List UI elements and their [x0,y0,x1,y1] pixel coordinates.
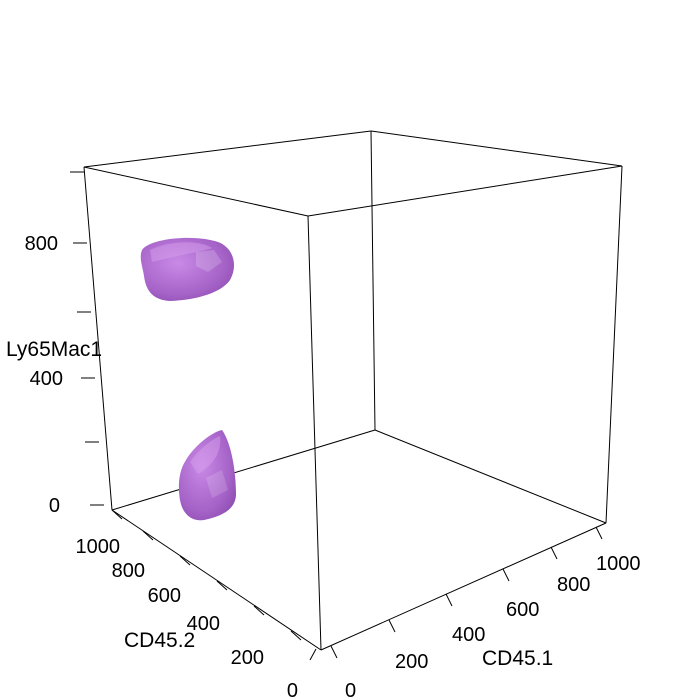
y-tick-label: 0 [287,680,298,700]
box-edge [83,166,113,511]
box-edge [111,429,376,511]
y-tick-label: 400 [187,613,220,635]
z-axis: 0 400 800 Ly65Mac1 [6,171,104,517]
x-tick-label: 800 [557,574,590,596]
z-tick-label: 0 [49,495,60,517]
y-axis [111,509,317,661]
cluster-surface [140,237,234,301]
z-axis-label: Ly65Mac1 [6,338,102,361]
y-axis-label: CD45.2 [124,629,195,652]
x-tick-label: 200 [395,651,428,673]
x-tick-label: 0 [345,680,356,700]
box-edge [605,165,623,524]
y-tick-label: 200 [231,647,264,669]
y-tick-label: 800 [112,560,145,582]
box-edge [307,215,322,651]
z-tick-label: 400 [30,368,63,390]
box-edge [83,166,309,217]
y-tick-label: 600 [148,585,181,607]
box-edge [320,522,607,651]
z-tick-label: 800 [25,233,58,255]
x-axis [330,526,603,659]
x-axis-labels: 0 200 400 600 800 1000 CD45.1 [345,553,641,700]
box-edge [83,130,372,168]
box-front-edges [83,165,623,651]
x-tick-label: 400 [452,624,485,646]
x-tick-label: 1000 [596,553,641,575]
box-edge [111,509,322,651]
box-edge [374,429,607,524]
cluster-low-ly65mac1 [178,430,236,521]
box-edge [307,165,623,217]
x-axis-label: CD45.1 [482,647,553,670]
cluster-surface [178,430,236,521]
x-tick-label: 600 [506,599,539,621]
y-axis-labels: 1000 800 600 400 200 0 CD45.2 [76,536,299,700]
box-edge [370,130,376,431]
y-tick-label: 1000 [76,536,121,558]
box-back-edges [83,130,623,524]
cluster-high-ly65mac1 [140,237,234,301]
box-edge [370,130,623,167]
